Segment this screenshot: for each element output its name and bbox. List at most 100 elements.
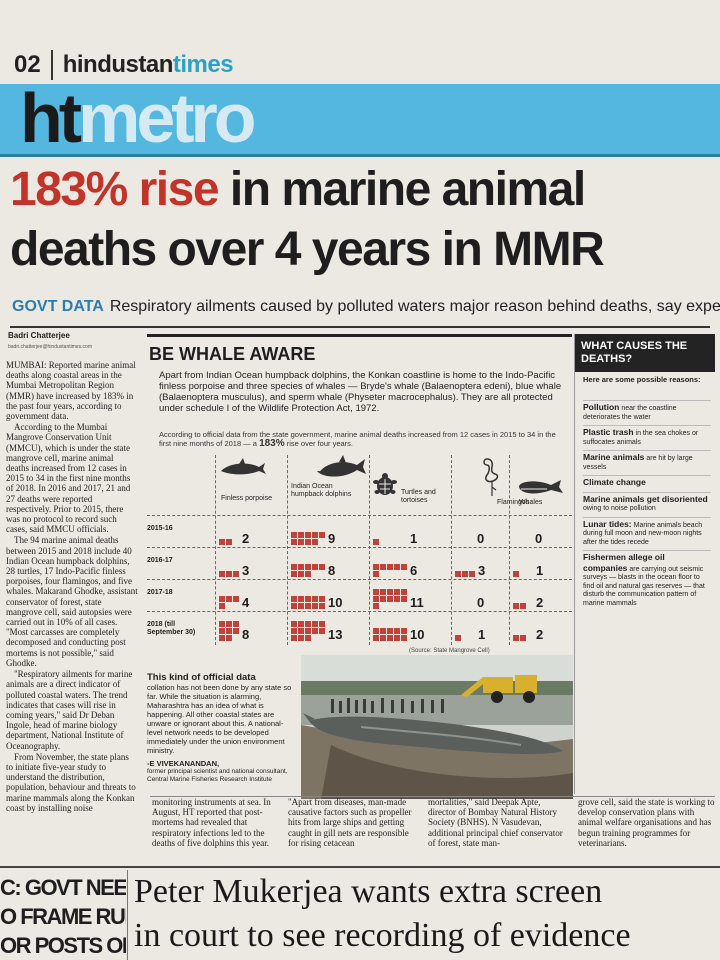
death-square <box>387 635 393 641</box>
section-band <box>0 84 720 156</box>
count-cell: 2 <box>513 615 543 641</box>
death-square <box>298 603 304 609</box>
section-logo-part2: metro <box>78 79 256 157</box>
cause-title: Climate change <box>583 477 646 487</box>
causes-sidebar: WHAT CAUSES THE DEATHS? Here are some po… <box>574 334 715 794</box>
count-squares <box>455 571 476 577</box>
death-square <box>462 571 468 577</box>
death-square <box>305 564 311 570</box>
death-square <box>312 539 318 545</box>
death-square <box>305 621 311 627</box>
count-cell: 8 <box>219 615 249 641</box>
death-square <box>312 596 318 602</box>
count-value: 10 <box>328 595 343 610</box>
death-square <box>305 532 311 538</box>
paper-name-part1: hindustan <box>62 51 174 78</box>
death-square <box>520 603 526 609</box>
flamingo-icon <box>483 458 499 496</box>
cause-item: Fishermen allege oil companies are carry… <box>583 550 711 611</box>
death-square <box>305 635 311 641</box>
cause-title: Marine animals <box>583 452 645 462</box>
death-square <box>219 596 225 602</box>
death-square <box>312 628 318 634</box>
death-square <box>305 603 311 609</box>
page-number: 02 <box>14 51 41 78</box>
count-value: 11 <box>410 595 424 610</box>
side-headline: C: GOVT NEEDS O FRAME RULES OR POSTS ON <box>0 873 126 960</box>
death-square <box>319 628 325 634</box>
box-subtext-highlight: 183% <box>259 438 285 449</box>
count-value: 4 <box>242 595 250 610</box>
count-value: 1 <box>410 531 418 546</box>
death-square <box>380 596 386 602</box>
death-square <box>291 571 297 577</box>
official-quote-text: collation has not been done by any state… <box>147 683 292 755</box>
cause-item: Plastic trash in the sea chokes or suffo… <box>583 425 711 450</box>
count-squares <box>219 596 240 609</box>
death-square <box>291 621 297 627</box>
headline-rule <box>10 326 710 328</box>
cause-title: Plastic trash <box>583 427 634 437</box>
death-square <box>380 635 386 641</box>
death-square <box>305 539 311 545</box>
grid-divider <box>147 515 572 516</box>
death-square <box>219 628 225 634</box>
death-square <box>219 635 225 641</box>
grid-divider <box>369 455 370 645</box>
death-square <box>319 532 325 538</box>
count-value: 13 <box>328 627 343 642</box>
death-square <box>219 603 225 609</box>
section-logo: htmetro <box>20 78 257 158</box>
death-square <box>401 628 407 634</box>
death-square <box>291 596 297 602</box>
cause-text: in the sea chokes or suffocates animals <box>583 430 699 446</box>
death-square <box>305 596 311 602</box>
death-square <box>394 596 400 602</box>
row-year-label: 2018 (till September 30) <box>147 621 196 636</box>
deck-text: Respiratory ailments caused by polluted … <box>109 298 720 315</box>
column-header: Finless porpoise <box>221 495 272 502</box>
death-square <box>226 539 232 545</box>
headline-line2: deaths over 4 years in MMR <box>10 223 605 276</box>
left-column: MUMBAI: Reported marine animal deaths al… <box>6 360 138 814</box>
count-squares <box>373 589 408 609</box>
count-value: 9 <box>328 531 336 546</box>
count-cell: 0 <box>455 583 484 609</box>
grid-divider <box>509 455 510 645</box>
death-square <box>312 603 318 609</box>
death-square <box>298 571 304 577</box>
death-square <box>291 539 297 545</box>
death-square <box>298 564 304 570</box>
column-header: Indian Ocean humpback dolphins <box>291 483 352 498</box>
death-square <box>298 539 304 545</box>
cause-text: are hit by large vessels <box>583 455 693 471</box>
death-square <box>319 564 325 570</box>
cause-item: Marine animals are hit by large vessels <box>583 450 711 475</box>
column-divider <box>127 870 128 960</box>
byline-email: badri.chatterjee@hindustantimes.com <box>8 344 93 350</box>
death-square <box>373 628 379 634</box>
side-headline-line: OR POSTS ON <box>0 933 126 958</box>
count-value: 1 <box>478 627 486 642</box>
count-squares <box>291 564 326 577</box>
box-subtext-after: rise over four years. <box>286 439 354 448</box>
side-headline-line: C: GOVT NEEDS <box>0 875 126 900</box>
count-value: 3 <box>478 563 486 578</box>
masthead: 02 hindustantimes <box>14 48 234 82</box>
next-story-headline: Peter Mukerjea wants extra screen in cou… <box>134 870 720 958</box>
left-paragraph: "Respiratory ailments for marine animals… <box>6 669 133 751</box>
death-square <box>387 628 393 634</box>
death-square <box>226 596 232 602</box>
death-square <box>380 628 386 634</box>
count-cell: 3 <box>455 551 485 577</box>
count-cell: 13 <box>291 615 342 641</box>
death-square <box>513 635 519 641</box>
death-square <box>373 603 379 609</box>
count-squares <box>513 571 534 577</box>
death-square <box>291 603 297 609</box>
count-value: 2 <box>536 627 544 642</box>
count-value: 2 <box>536 595 544 610</box>
official-quote-designation: former principal scientist and national … <box>147 768 288 783</box>
count-cell: 8 <box>291 551 335 577</box>
count-squares <box>291 596 326 609</box>
